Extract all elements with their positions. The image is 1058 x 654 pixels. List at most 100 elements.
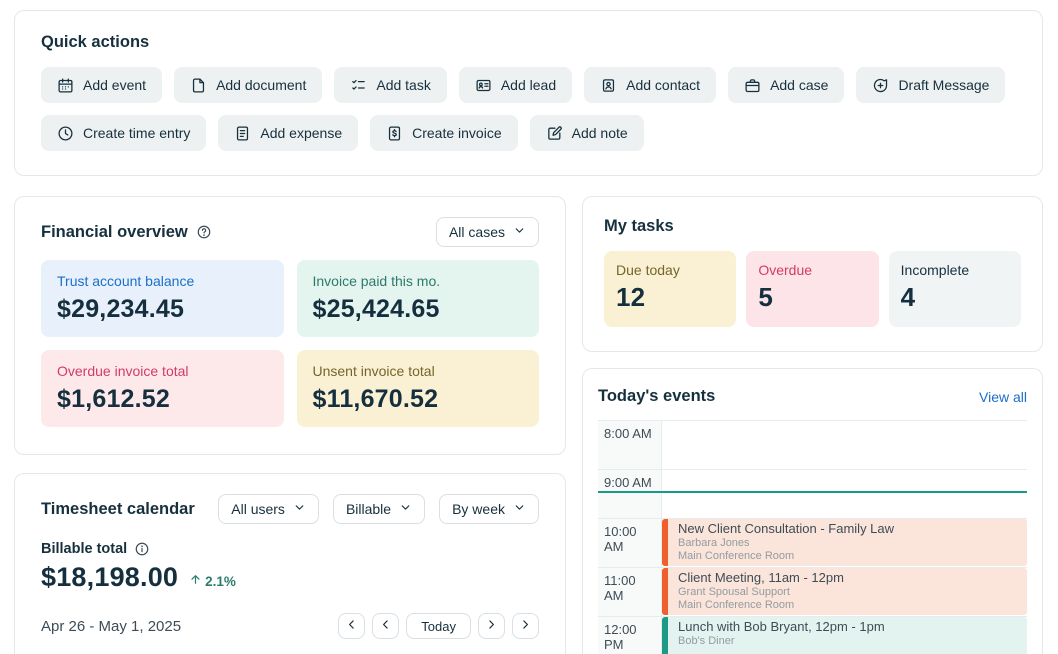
task-stat-tile: Due today 12 — [604, 251, 737, 327]
quick-action-label: Add event — [83, 77, 147, 93]
note-pen-icon — [546, 125, 563, 142]
stat-label: Trust account balance — [57, 273, 195, 289]
timeline-row: 8:00 AM — [598, 421, 1027, 470]
view-all-link[interactable]: View all — [979, 388, 1027, 405]
my-tasks-card: My tasks Due today 12 Overdue 5 — [582, 196, 1043, 352]
chevron-down-icon — [399, 501, 412, 517]
quick-action-label: Add case — [770, 77, 829, 93]
stat-value: $25,424.65 — [312, 295, 440, 323]
todays-events-title: Today's events — [598, 387, 716, 405]
quick-action-label: Add expense — [260, 125, 343, 141]
timesheet-filter-dropdown[interactable]: By week — [439, 494, 539, 524]
chevron-down-icon — [293, 501, 306, 517]
time-label: 10:00 AM — [598, 519, 662, 567]
chevron-left-icon — [379, 618, 392, 634]
quick-actions-card: Quick actions Add event Add document Add… — [14, 10, 1043, 176]
dashboard-columns: Financial overview All cases Trust accou… — [14, 196, 1043, 654]
quick-action-label: Add document — [216, 77, 307, 93]
current-time-indicator — [598, 491, 1027, 493]
chevron-right-icon — [485, 618, 498, 634]
event-body: Client Meeting, 11am - 12pm Grant Spousa… — [668, 568, 854, 615]
chevron-left-icon — [345, 618, 358, 634]
event-block[interactable]: New Client Consultation - Family Law Bar… — [662, 519, 1027, 566]
quick-action-button[interactable]: Add contact — [584, 67, 717, 103]
quick-action-button[interactable]: Create invoice — [370, 115, 518, 151]
invoice-icon — [386, 125, 403, 142]
stat-label: Due today — [616, 262, 680, 278]
quick-action-button[interactable]: Draft Message — [856, 67, 1006, 103]
event-block[interactable]: Client Meeting, 11am - 12pm Grant Spousa… — [662, 568, 1027, 615]
billable-total-value: $18,198.00 — [41, 562, 179, 592]
next-far-button[interactable] — [512, 613, 539, 639]
calendar-icon — [57, 77, 74, 94]
quick-action-label: Create time entry — [83, 125, 191, 141]
quick-actions-title: Quick actions — [41, 33, 150, 51]
quick-action-label: Add lead — [500, 77, 557, 93]
chevron-down-icon — [513, 501, 526, 517]
timesheet-filter-dropdown[interactable]: All users — [218, 494, 319, 524]
timesheet-calendar-card: Timesheet calendar All users Billable — [14, 473, 566, 654]
all-cases-dropdown[interactable]: All cases — [435, 217, 539, 247]
stat-value: 5 — [758, 282, 773, 312]
quick-action-button[interactable]: Add expense — [218, 115, 359, 151]
event-body: New Client Consultation - Family Law Bar… — [668, 519, 904, 566]
event-color-bar — [662, 617, 668, 654]
timeline-slot: Lunch with Bob Bryant, 12pm - 1pm Bob's … — [662, 617, 1027, 654]
event-body: Lunch with Bob Bryant, 12pm - 1pm Bob's … — [668, 617, 895, 654]
quick-action-label: Draft Message — [898, 77, 990, 93]
stat-label: Invoice paid this mo. — [312, 273, 441, 289]
quick-action-button[interactable]: Add document — [174, 67, 323, 103]
clock-icon — [57, 125, 74, 142]
financial-overview-title: Financial overview — [41, 222, 188, 241]
time-label: 8:00 AM — [598, 421, 662, 469]
todays-events-card: Today's events View all 8:00 AM — [582, 368, 1043, 654]
quick-action-button[interactable]: Add note — [529, 115, 644, 151]
time-label: 9:00 AM — [598, 470, 662, 518]
stat-label: Unsent invoice total — [312, 363, 435, 379]
timesheet-title: Timesheet calendar — [41, 499, 195, 518]
filter-label: All users — [231, 501, 285, 517]
timesheet-filter-dropdown[interactable]: Billable — [332, 494, 426, 524]
receipt-icon — [234, 125, 251, 142]
time-label: 11:00 AM — [598, 568, 662, 616]
quick-action-button[interactable]: Add lead — [458, 67, 573, 103]
today-button[interactable]: Today — [406, 613, 471, 639]
quick-action-label: Add task — [376, 77, 431, 93]
id-card-icon — [475, 77, 492, 94]
quick-action-button[interactable]: Create time entry — [41, 115, 207, 151]
event-title: New Client Consultation - Family Law — [678, 521, 895, 536]
next-button[interactable] — [478, 613, 505, 639]
timesheet-filters: All users Billable By week — [218, 494, 539, 524]
financial-stat-tile: Unsent invoice total $11,670.52 — [296, 350, 539, 427]
quick-actions-buttons: Add event Add document Add task Add lead — [41, 67, 1016, 151]
quick-action-button[interactable]: Add event — [41, 67, 163, 103]
timeline-row: 12:00 PM Lunch with Bob Bryant, 12pm - 1… — [598, 617, 1027, 654]
help-circle-icon[interactable] — [196, 224, 212, 240]
contact-card-icon — [600, 77, 617, 94]
info-circle-icon[interactable] — [134, 541, 150, 557]
event-color-bar — [662, 568, 668, 615]
financial-stat-tile: Overdue invoice total $1,612.52 — [41, 350, 284, 427]
timeline-row: 9:00 AM — [598, 470, 1027, 519]
stat-value: 12 — [616, 282, 646, 312]
timeline-slot: Client Meeting, 11am - 12pm Grant Spousa… — [662, 568, 1027, 616]
task-stat-tile: Incomplete 4 — [888, 251, 1021, 327]
event-detail: Main Conference Room — [678, 550, 795, 562]
billable-total-label: Billable total — [41, 541, 128, 557]
task-stat-tile: Overdue 5 — [746, 251, 879, 327]
quick-action-button[interactable]: Add case — [728, 67, 845, 103]
prev-far-button[interactable] — [338, 613, 366, 639]
billable-change-value: 2.1% — [205, 573, 236, 589]
event-detail: Main Conference Room — [678, 599, 795, 611]
event-title: Lunch with Bob Bryant, 12pm - 1pm — [678, 619, 885, 634]
timeline-slot: New Client Consultation - Family Law Bar… — [662, 519, 1027, 567]
filter-label: Billable — [345, 501, 392, 517]
event-block[interactable]: Lunch with Bob Bryant, 12pm - 1pm Bob's … — [662, 617, 1027, 654]
task-stats: Due today 12 Overdue 5 Incomplete 4 — [604, 251, 1021, 327]
quick-action-button[interactable]: Add task — [334, 67, 447, 103]
prev-button[interactable] — [372, 613, 400, 639]
event-detail: Grant Spousal Support — [678, 586, 790, 598]
event-detail: Barbara Jones — [678, 537, 750, 549]
chevron-down-icon — [513, 224, 526, 240]
